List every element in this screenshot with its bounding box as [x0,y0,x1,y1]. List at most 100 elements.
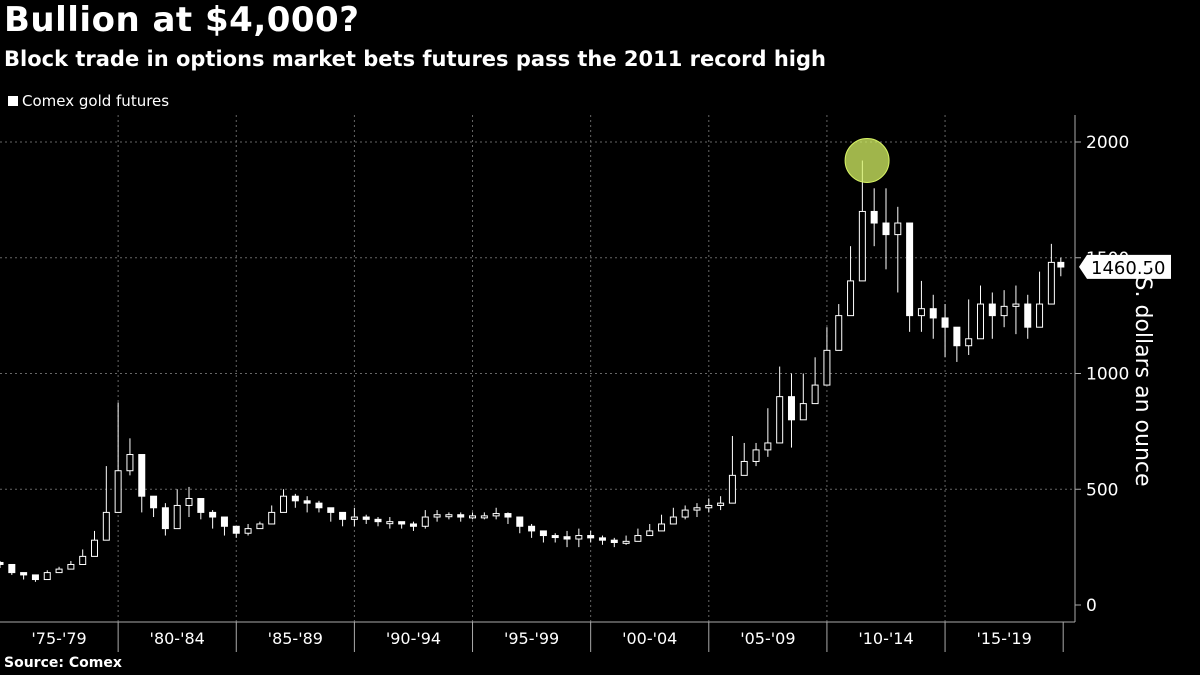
candle-body [0,561,4,565]
x-tick-label: '90-'94 [386,629,441,648]
candle-body [634,535,642,542]
candle-body [835,315,843,351]
candle-body [740,460,748,476]
candle-body [1047,261,1055,305]
candle-body [681,509,689,518]
candle-body [150,495,158,509]
legend: Comex gold futures [8,92,169,110]
x-tick-label: '00-'04 [622,629,677,648]
candle-body [598,537,606,541]
y-tick-label: 0 [1086,596,1097,616]
x-tick-label: '95-'99 [504,629,559,648]
candle-body [350,516,358,520]
candle-body [55,568,63,574]
x-tick-label: '85-'89 [268,629,323,648]
candle-body [823,349,831,386]
candle-body [20,572,28,576]
candle-body [929,308,937,319]
candle-body [126,454,134,472]
y-axis-title: U.S. dollars an ounce [1130,253,1155,487]
candle-body [646,530,654,537]
candle-body [256,523,264,530]
candle-body [1012,303,1020,307]
candle-body [658,523,666,532]
candle-body [398,521,406,525]
y-tick-label: 1000 [1086,365,1129,385]
candle-body [492,513,500,517]
candle-body [79,555,87,565]
candle-body [575,535,583,540]
candle-body [43,572,51,581]
candle-body [764,442,772,451]
candle-body [185,498,193,506]
x-tick-label: '15-'19 [976,629,1031,648]
candle-body [114,470,122,513]
legend-swatch [8,96,18,106]
source-note: Source: Comex [4,655,122,671]
candle-body [232,525,240,534]
candle-body [8,563,16,574]
x-tick-label: '05-'09 [740,629,795,648]
candle-body [965,338,973,347]
candle-body [728,474,736,504]
candle-body [894,222,902,236]
candle-body [587,535,595,539]
candle-body [67,563,75,570]
candle-body [386,521,394,525]
candle-body [563,536,571,540]
x-tick-label: '80-'84 [150,629,205,648]
candle-body [1057,261,1065,268]
candle-body [776,396,784,444]
candle-body [516,516,524,527]
candle-body [917,308,925,317]
candle-body [847,280,855,317]
candle-body [811,384,819,405]
candle-body [327,507,335,513]
candle-body [409,523,417,527]
candle-body [799,403,807,421]
chart-subtitle: Block trade in options market bets futur… [4,47,826,71]
candle-body [138,454,146,497]
candle-body [469,515,477,519]
candle-body [622,540,630,544]
candle-body [988,303,996,317]
candle-body [528,525,536,532]
candle-body [669,516,677,525]
candle-body [705,504,713,509]
y-tick-label: 500 [1086,480,1118,500]
candle-body [480,515,488,519]
candle-body [220,516,228,527]
candle-body [1000,305,1008,317]
candle-body [244,528,252,534]
last-value-callout [1079,254,1171,279]
chart-title: Bullion at $4,000? [4,0,360,40]
candle-body [539,530,547,537]
candle-body [374,518,382,523]
candle-body [717,502,725,506]
candle-body [197,498,205,513]
candle-body [1024,303,1032,328]
candle-body [421,516,429,527]
x-tick-label: '75-'79 [31,629,86,648]
candle-body [303,500,311,504]
candle-body [693,507,701,511]
y-tick-label: 2000 [1086,133,1129,153]
candle-body [752,449,760,462]
candle-body [209,511,217,518]
candle-body [280,495,288,513]
candle-body [1036,303,1044,328]
candle-body [362,516,370,520]
candle-body [315,502,323,509]
candle-body [339,511,347,520]
candle-body [31,574,39,581]
candle-body [551,535,559,539]
candle-body [953,326,961,347]
candle-body [504,513,512,518]
candle-body [610,539,618,543]
candle-body [870,210,878,224]
x-tick-label: '10-'14 [858,629,913,648]
candle-body [787,396,795,421]
candle-body [173,504,181,530]
candle-body [102,511,110,541]
last-value-label: 1460.50 [1091,258,1165,279]
